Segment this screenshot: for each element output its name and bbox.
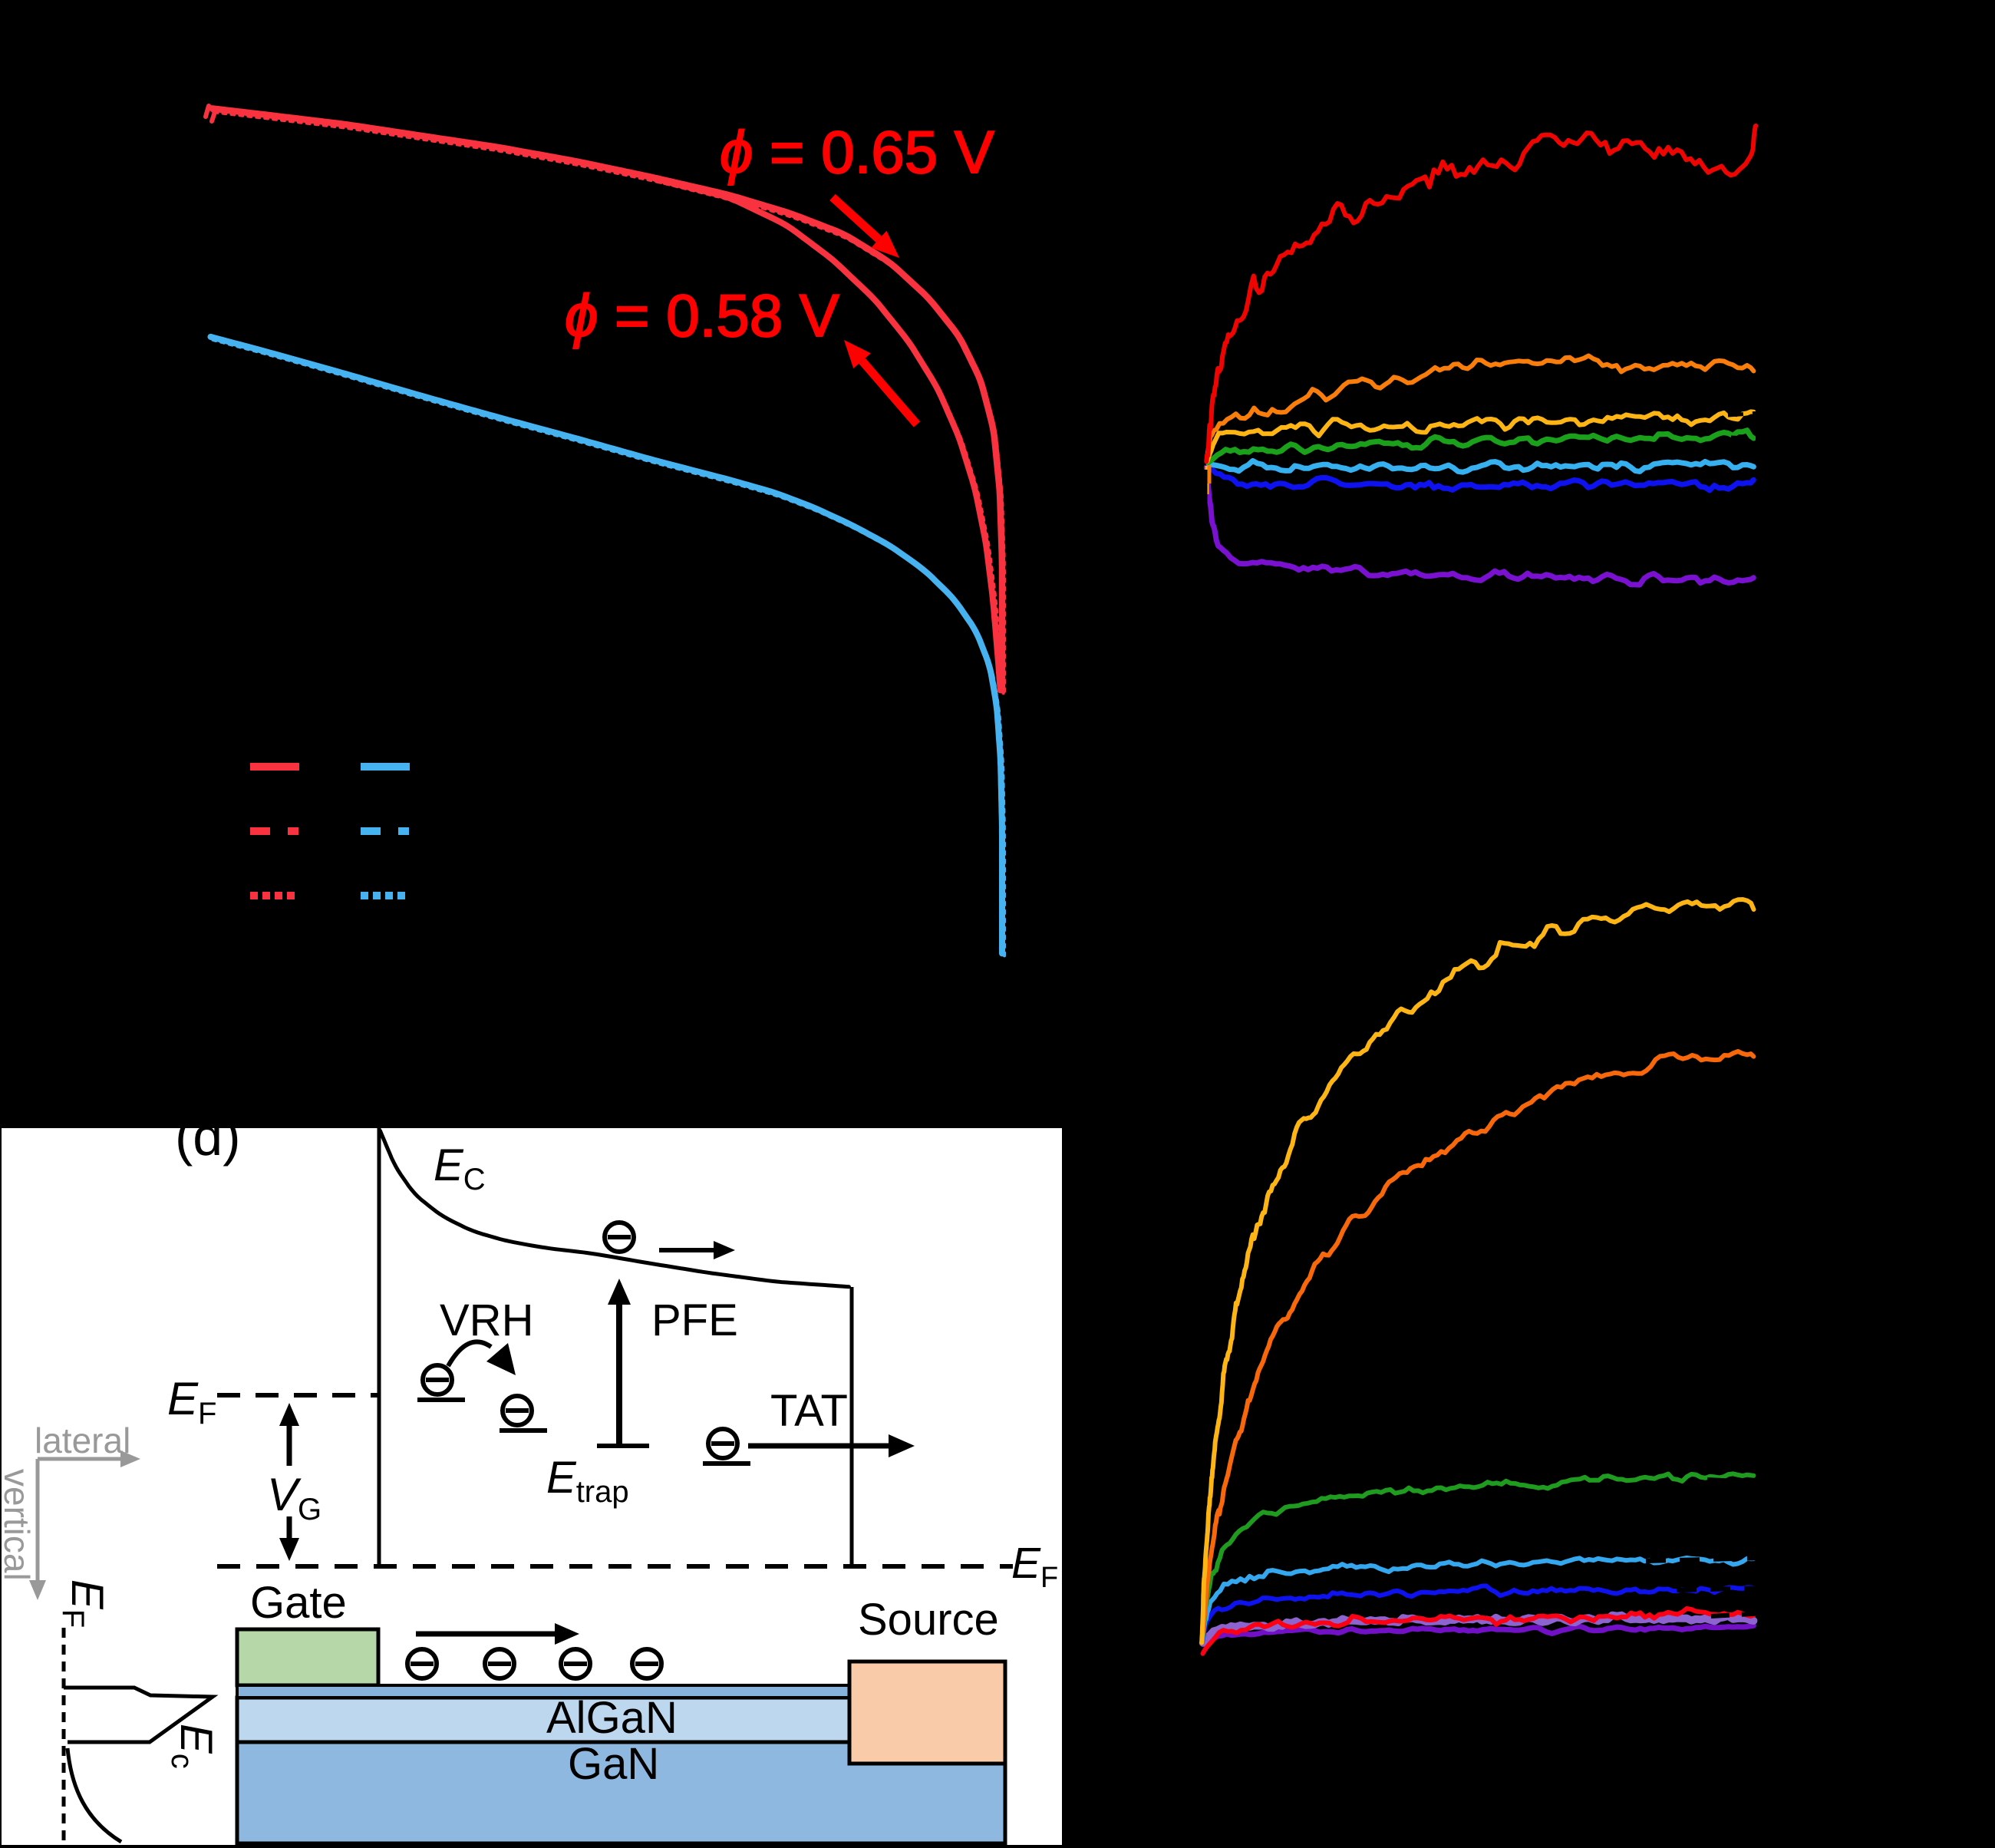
svg-text:PFE: PFE	[651, 1295, 738, 1345]
svg-text:AlGaN: AlGaN	[546, 1693, 678, 1743]
svg-text:EF: EF	[167, 1373, 216, 1431]
svg-text:EF: EF	[56, 1579, 112, 1628]
svg-text:VG: VG	[267, 1469, 322, 1526]
svg-text:(d): (d)	[175, 1107, 241, 1167]
svg-text:VRH: VRH	[440, 1295, 533, 1345]
svg-text:TAT: TAT	[770, 1386, 848, 1436]
svg-text:Ec: Ec	[165, 1724, 221, 1769]
svg-text:Source: Source	[858, 1595, 999, 1645]
svg-text:lateral: lateral	[35, 1421, 130, 1460]
svg-text:Etrap: Etrap	[546, 1453, 629, 1509]
svg-text:ϕ = 0.58 V: ϕ = 0.58 V	[565, 282, 839, 349]
svg-text:EC: EC	[434, 1140, 486, 1196]
svg-text:GaN: GaN	[568, 1739, 659, 1789]
svg-text:EF: EF	[1011, 1539, 1058, 1594]
svg-text:vertical: vertical	[0, 1469, 37, 1581]
svg-text:Gate: Gate	[250, 1578, 347, 1628]
svg-text:ϕ = 0.65 V: ϕ = 0.65 V	[720, 118, 994, 186]
